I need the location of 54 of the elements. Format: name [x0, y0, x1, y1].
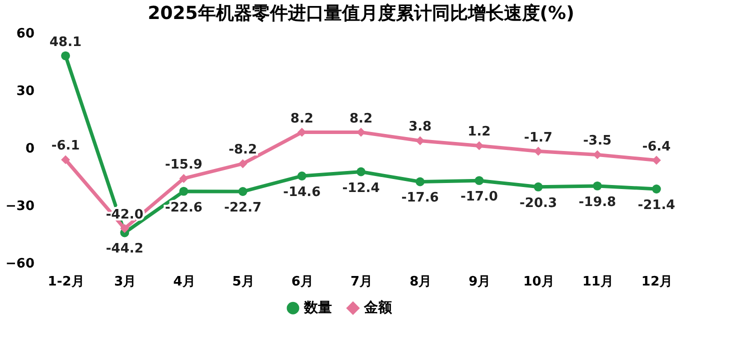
x-tick-label: 10月	[523, 274, 554, 290]
x-tick-label: 7月	[350, 274, 373, 290]
point	[416, 177, 425, 186]
legend-label: 金额	[363, 299, 393, 316]
data-label: -44.2	[106, 242, 144, 257]
data-label: 8.2	[290, 111, 314, 126]
point	[61, 155, 70, 164]
y-tick-label: 60	[16, 26, 34, 42]
x-tick-label: 11月	[582, 274, 614, 290]
data-label: 3.8	[408, 120, 432, 135]
data-label: 8.2	[349, 111, 373, 126]
point	[534, 182, 543, 192]
point	[120, 224, 130, 233]
data-label: -6.4	[642, 139, 671, 154]
legend-label: 数量	[303, 300, 332, 316]
point	[61, 51, 70, 60]
data-label: -3.5	[583, 134, 612, 149]
data-label: -22.6	[164, 200, 202, 216]
data-label: -22.7	[224, 200, 262, 216]
data-label: -17.0	[460, 190, 498, 205]
data-label: -21.4	[638, 198, 676, 214]
point	[592, 181, 602, 190]
data-label: -12.4	[342, 180, 380, 196]
y-tick-label: 30	[16, 84, 34, 99]
data-label: 48.1	[50, 34, 82, 50]
data-label: -8.2	[228, 142, 258, 158]
point	[238, 187, 248, 196]
point	[179, 174, 188, 183]
data-label: -15.9	[164, 157, 202, 172]
data-label: 1.2	[468, 124, 491, 140]
data-label: -1.7	[524, 130, 552, 146]
x-tick-label: 8月	[410, 274, 432, 290]
x-tick-label: 6月	[291, 274, 314, 290]
point	[474, 176, 484, 186]
x-tick-label: 9月	[468, 274, 491, 290]
data-label: -17.6	[401, 190, 439, 206]
point	[238, 159, 248, 168]
x-tick-label: 3月	[114, 274, 136, 290]
point	[179, 186, 188, 196]
x-tick-label: 5月	[232, 274, 254, 290]
data-label: -19.8	[578, 194, 616, 210]
x-tick-label: 4月	[173, 274, 196, 290]
y-tick-label: 0	[25, 142, 34, 156]
point	[297, 172, 306, 180]
y-tick-label: −30	[6, 199, 34, 214]
chart-title: 2025年机器零件进口量值月度累计同比增长速度(%)	[148, 3, 574, 24]
point	[652, 184, 661, 194]
data-label: -6.1	[51, 138, 80, 154]
data-label: -20.3	[520, 196, 558, 211]
x-tick-label: 1-2月	[48, 274, 84, 290]
x-tick-label: 12月	[641, 274, 672, 290]
point	[356, 167, 366, 176]
data-label: -14.6	[283, 184, 321, 200]
y-tick-label: −60	[6, 256, 34, 272]
